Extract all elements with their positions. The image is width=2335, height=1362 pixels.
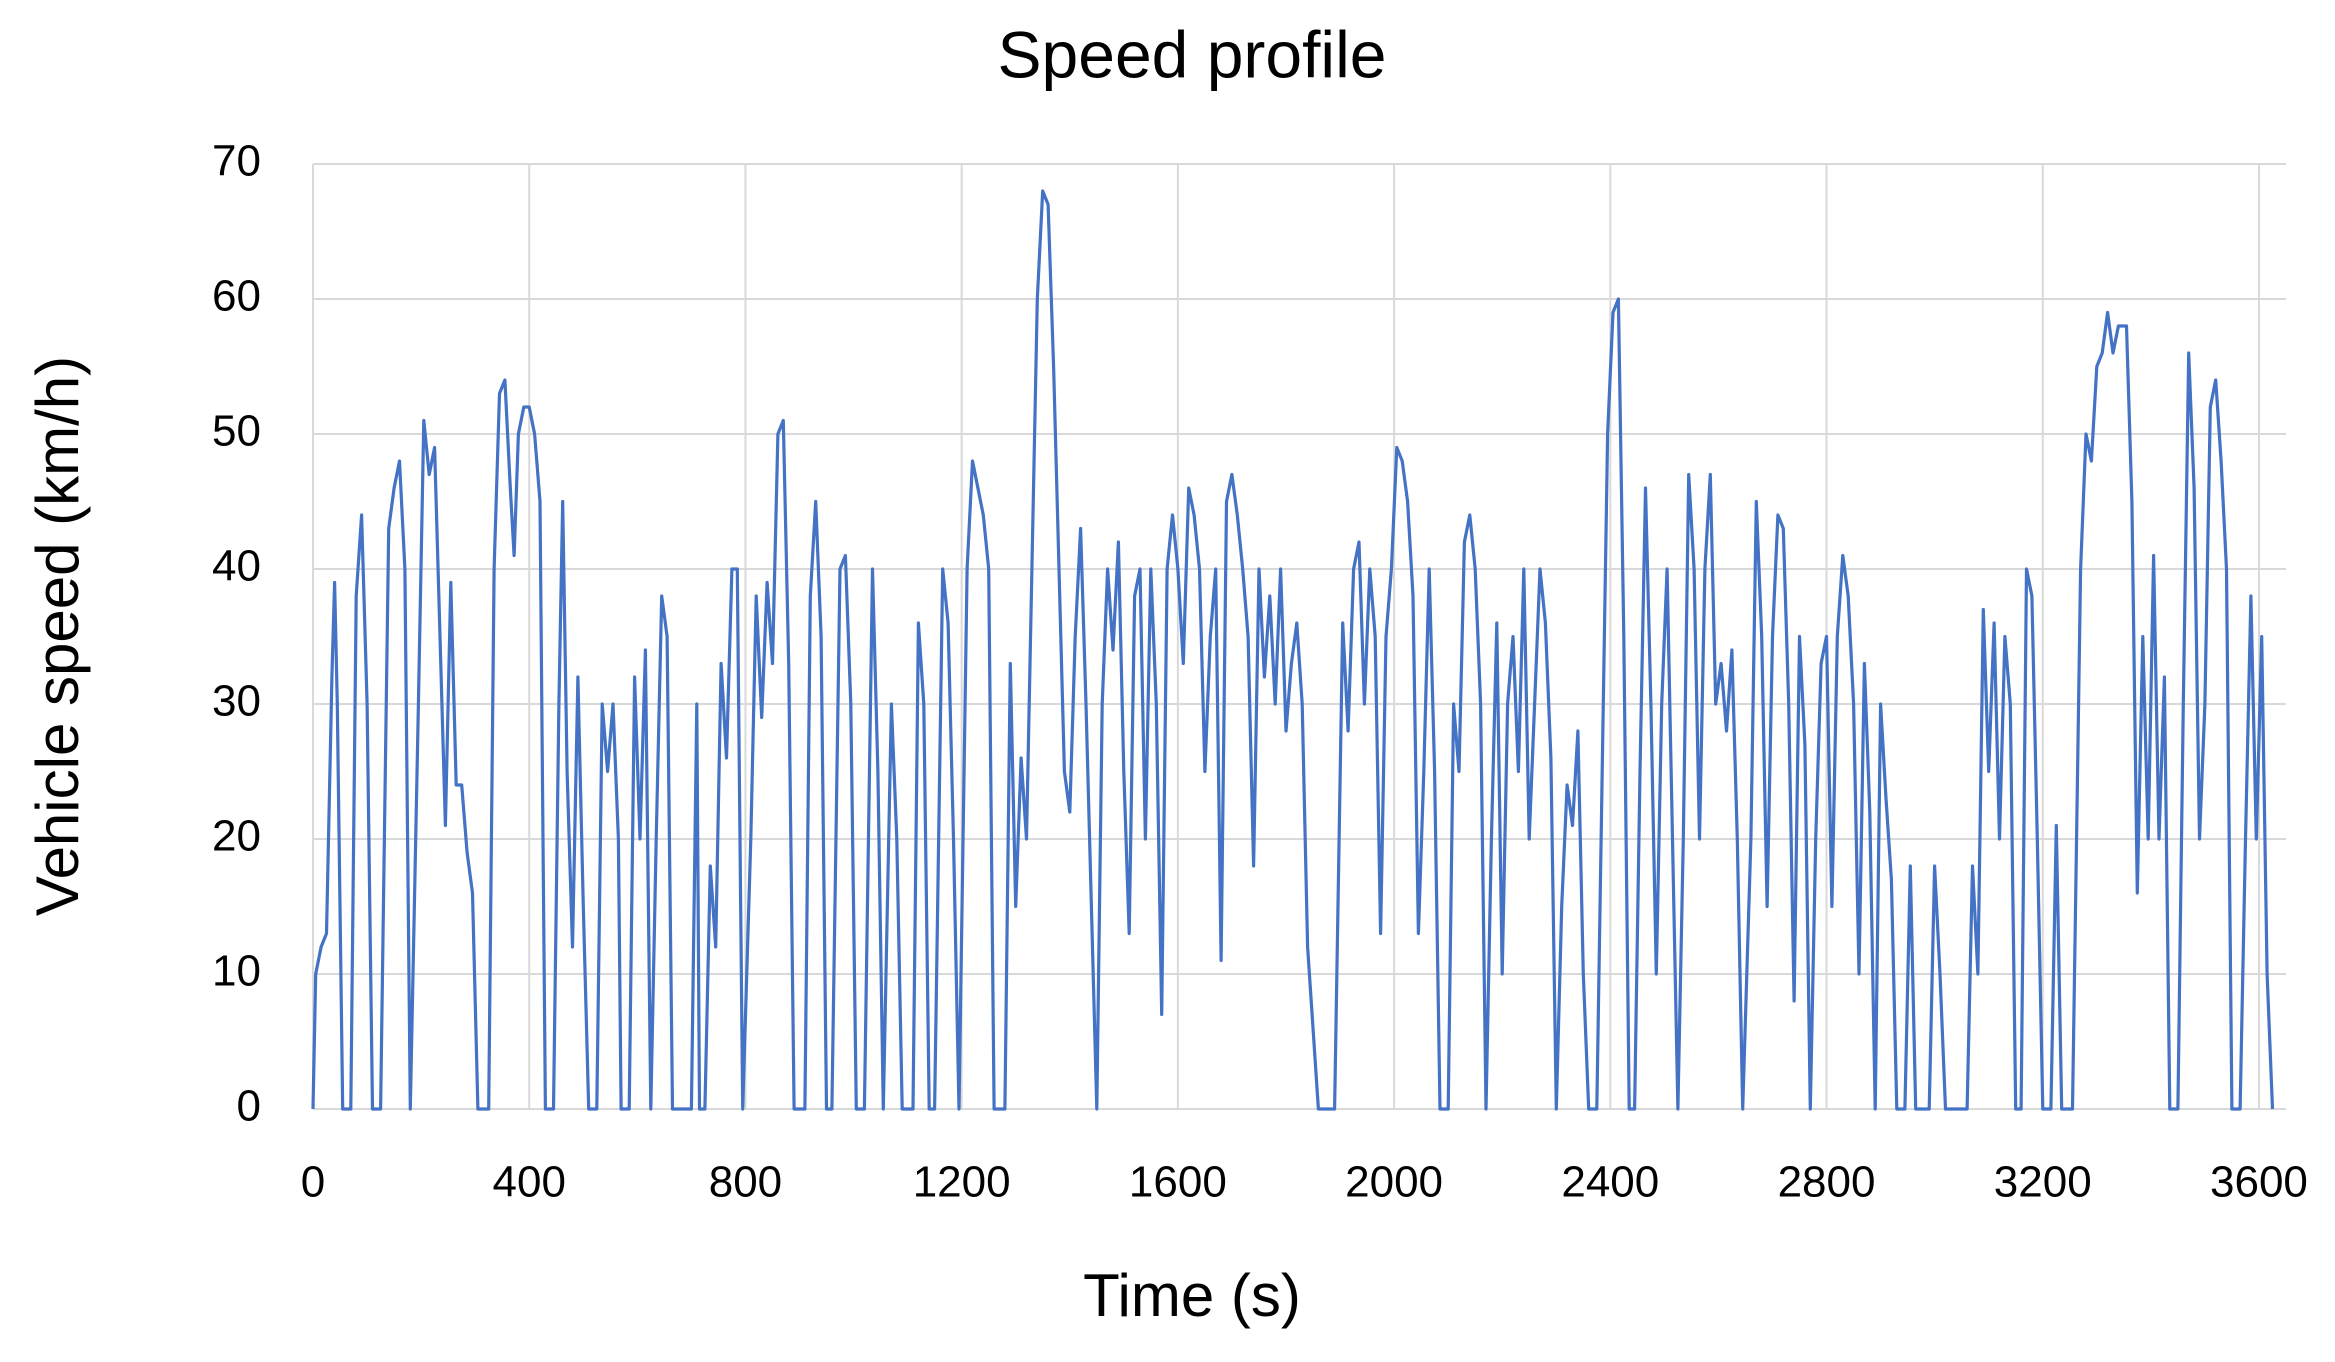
y-tick-label: 70: [212, 137, 261, 186]
x-tick-label: 0: [301, 1158, 325, 1207]
speed-line: [311, 189, 2275, 1111]
x-tick-label: 2400: [1561, 1158, 1659, 1207]
x-tick-label: 800: [709, 1158, 782, 1207]
y-tick-label: 20: [212, 812, 261, 861]
y-tick-label: 40: [212, 542, 261, 591]
y-tick-label: 30: [212, 677, 261, 726]
x-tick-label: 1600: [1129, 1158, 1227, 1207]
y-tick-label: 0: [237, 1082, 261, 1131]
x-tick-label: 1200: [913, 1158, 1011, 1207]
x-tick-label: 400: [493, 1158, 566, 1207]
y-tick-label: 10: [212, 947, 261, 996]
y-tick-label: 50: [212, 407, 261, 456]
chart-title: Speed profile: [998, 17, 1387, 91]
y-tick-label: 60: [212, 272, 261, 321]
x-tick-label: 3200: [1994, 1158, 2092, 1207]
x-tick-label: 2800: [1778, 1158, 1876, 1207]
x-tick-label: 3600: [2210, 1158, 2308, 1207]
x-tick-label: 2000: [1345, 1158, 1443, 1207]
y-axis-title: Vehicle speed (km/h): [24, 356, 91, 916]
x-axis-title: Time (s): [1083, 1262, 1301, 1329]
